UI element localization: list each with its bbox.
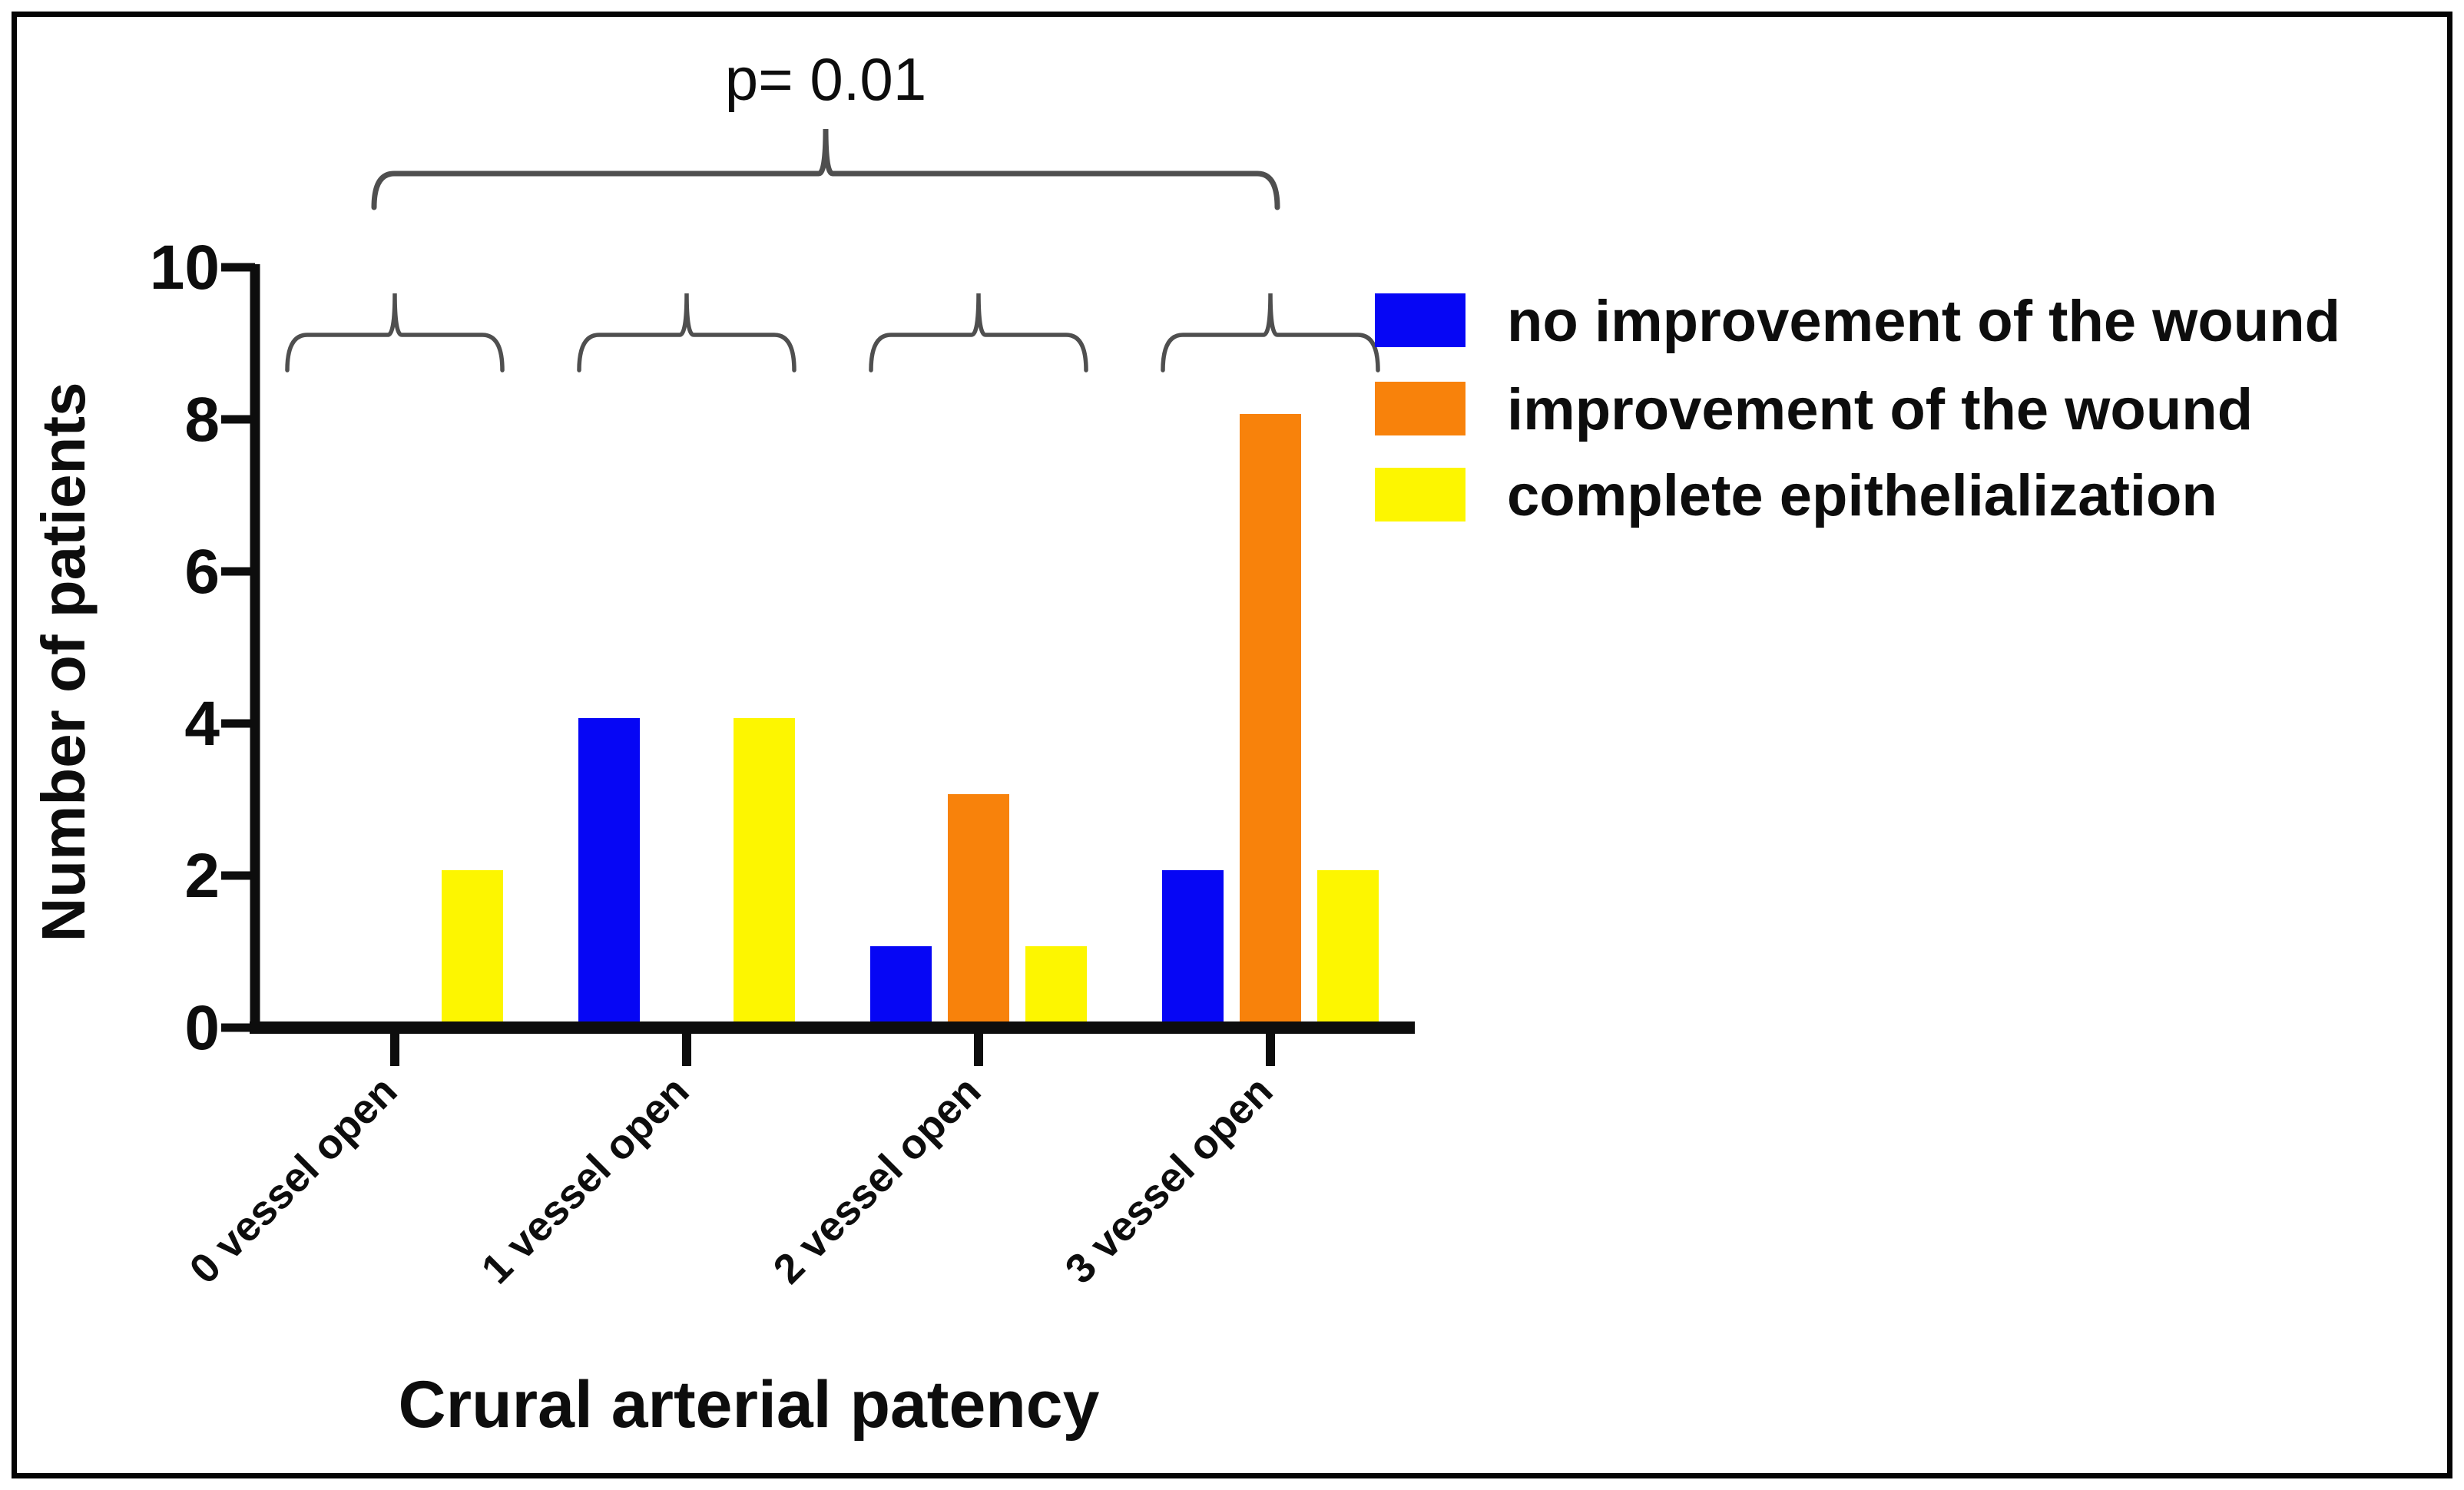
legend-label-2: complete epithelialization — [1507, 463, 2217, 528]
x-tick-label-1: 1 vessel open — [473, 1068, 698, 1293]
bar-series2-cat1 — [734, 718, 795, 1028]
bar-series0-cat2 — [870, 946, 932, 1028]
bar-series0-cat1 — [578, 718, 640, 1028]
y-axis-title: Number of patients — [29, 382, 98, 942]
y-tick-label-10: 10 — [150, 233, 220, 303]
group-brace-0 — [285, 293, 505, 372]
legend-label-1: improvement of the wound — [1507, 377, 2253, 442]
legend-swatch-2 — [1375, 468, 1465, 522]
x-tick-label-0: 0 vessel open — [181, 1068, 406, 1293]
overall-comparison-brace — [371, 128, 1280, 210]
y-tick-label-4: 4 — [184, 689, 220, 759]
y-tick-label-0: 0 — [184, 993, 220, 1063]
legend-label-0: no improvement of the wound — [1507, 289, 2340, 354]
figure-border-frame — [12, 12, 2452, 1478]
y-tick-label-2: 2 — [184, 841, 220, 911]
bar-series1-cat3 — [1240, 414, 1301, 1028]
bar-series2-cat2 — [1025, 946, 1087, 1028]
bar-series2-cat3 — [1317, 870, 1379, 1028]
y-tick-label-8: 8 — [184, 385, 220, 455]
legend-swatch-0 — [1375, 293, 1465, 347]
x-tick-label-3: 3 vessel open — [1057, 1068, 1282, 1293]
bar-series0-cat3 — [1162, 870, 1224, 1028]
bar-series1-cat2 — [948, 794, 1009, 1028]
bar-series2-cat0 — [442, 870, 503, 1028]
group-brace-2 — [869, 293, 1088, 372]
p-value-label: p= 0.01 — [725, 45, 926, 113]
group-brace-1 — [577, 293, 796, 372]
group-brace-3 — [1161, 293, 1380, 372]
legend-swatch-1 — [1375, 382, 1465, 435]
x-tick-label-2: 2 vessel open — [765, 1068, 990, 1293]
x-axis-title: Crural arterial patency — [399, 1368, 1100, 1442]
y-tick-label-6: 6 — [184, 537, 220, 607]
